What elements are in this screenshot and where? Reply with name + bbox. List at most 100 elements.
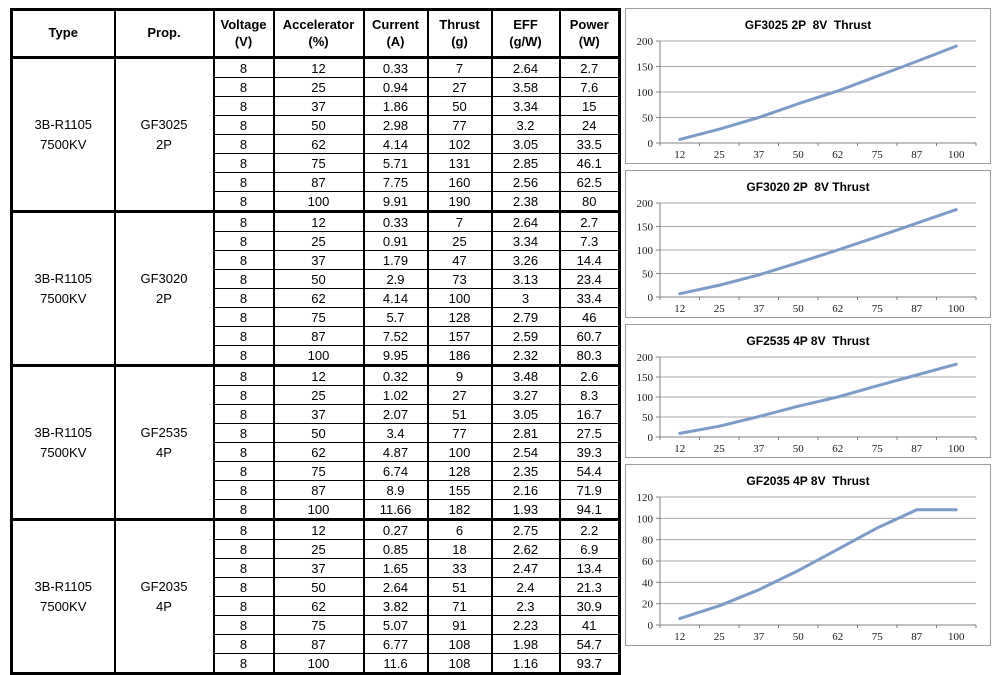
- accelerator-cell: 100: [272, 499, 365, 520]
- power-cell: 33.5: [558, 134, 621, 154]
- thrust-cell: 7: [426, 56, 493, 78]
- accelerator-cell: 87: [272, 634, 365, 654]
- accelerator-cell: 75: [272, 307, 365, 327]
- column-header-type: Type: [10, 8, 116, 59]
- eff-cell: 2.47: [490, 558, 561, 578]
- column-header-label: Thrust: [439, 16, 480, 32]
- current-cell: 11.6: [362, 653, 429, 674]
- type-cell-line: 7500KV: [40, 136, 87, 152]
- x-tick-label: 25: [714, 443, 726, 455]
- table-row: 8 100 9.95 186 2.32 80.3: [12, 345, 621, 366]
- power-cell: 7.3: [558, 231, 621, 251]
- voltage-cell: 8: [212, 539, 275, 559]
- thrust-cell: 160: [426, 172, 493, 192]
- voltage-cell: 8: [212, 134, 275, 154]
- column-header-label: EFF: [513, 16, 538, 32]
- y-tick-label: 100: [637, 513, 654, 525]
- power-cell: 15: [558, 96, 621, 116]
- type-cell-line: 7500KV: [40, 598, 87, 614]
- voltage-cell: 8: [212, 480, 275, 500]
- accelerator-cell: 12: [272, 364, 365, 386]
- current-cell: 0.85: [362, 539, 429, 559]
- thrust-cell: 100: [426, 288, 493, 308]
- y-tick-label: 150: [637, 222, 654, 234]
- eff-cell: 3: [490, 288, 561, 308]
- column-header-power: Power (W): [558, 8, 621, 59]
- x-tick-label: 87: [911, 631, 923, 643]
- voltage-cell: 8: [212, 442, 275, 462]
- current-cell: 0.91: [362, 231, 429, 251]
- accelerator-cell: 50: [272, 269, 365, 289]
- current-cell: 8.9: [362, 480, 429, 500]
- column-header-unit: (W): [578, 33, 600, 49]
- accelerator-cell: 37: [272, 250, 365, 270]
- x-tick-label: 12: [674, 149, 685, 161]
- power-cell: 71.9: [558, 480, 621, 500]
- x-tick-label: 12: [674, 303, 685, 315]
- current-cell: 1.79: [362, 250, 429, 270]
- current-cell: 1.65: [362, 558, 429, 578]
- power-cell: 24: [558, 115, 621, 135]
- table-row: 8 100 9.91 190 2.38 80: [12, 191, 621, 212]
- current-cell: 5.71: [362, 153, 429, 173]
- x-tick-label: 62: [832, 443, 843, 455]
- eff-cell: 2.3: [490, 596, 561, 616]
- accelerator-cell: 62: [272, 288, 365, 308]
- thrust-cell: 186: [426, 345, 493, 366]
- spec-table: Type Prop. Voltage (V) Accelerator (%) Current…: [10, 8, 621, 675]
- x-tick-label: 12: [674, 631, 685, 643]
- power-cell: 62.5: [558, 172, 621, 192]
- table-row: 8 100 11.66 182 1.93 94.1: [12, 499, 621, 520]
- chart-panel-gf3020-2p: GF3020 2P 8V Thrust 0 50 100 150 200 12 25 37 50 6…: [625, 170, 991, 318]
- current-cell: 5.07: [362, 615, 429, 635]
- accelerator-cell: 50: [272, 115, 365, 135]
- accelerator-cell: 25: [272, 385, 365, 405]
- thrust-cell: 100: [426, 442, 493, 462]
- accelerator-cell: 37: [272, 558, 365, 578]
- accelerator-cell: 25: [272, 77, 365, 97]
- eff-cell: 3.05: [490, 134, 561, 154]
- thrust-cell: 9: [426, 364, 493, 386]
- voltage-cell: 8: [212, 385, 275, 405]
- power-cell: 8.3: [558, 385, 621, 405]
- eff-cell: 1.93: [490, 499, 561, 520]
- voltage-cell: 8: [212, 210, 275, 232]
- eff-cell: 2.64: [490, 210, 561, 232]
- x-tick-label: 75: [872, 443, 884, 455]
- eff-cell: 2.81: [490, 423, 561, 443]
- thrust-cell: 155: [426, 480, 493, 500]
- eff-cell: 3.58: [490, 77, 561, 97]
- thrust-cell: 27: [426, 77, 493, 97]
- x-tick-label: 50: [793, 443, 805, 455]
- power-cell: 27.5: [558, 423, 621, 443]
- y-tick-label: 20: [642, 599, 654, 611]
- table-row: 8 62 4.14 100 3 33.4: [12, 288, 621, 308]
- thrust-cell: 18: [426, 539, 493, 559]
- x-tick-label: 25: [714, 303, 726, 315]
- table-row: 8 25 1.02 27 3.27 8.3: [12, 385, 621, 405]
- power-cell: 6.9: [558, 539, 621, 559]
- table-row: 3B-R1105 7500KV GF2535 4P 8 12 0.32 9 3.48 2.6: [10, 364, 621, 520]
- current-cell: 2.9: [362, 269, 429, 289]
- y-tick-label: 100: [637, 392, 654, 404]
- voltage-cell: 8: [212, 269, 275, 289]
- voltage-cell: 8: [212, 172, 275, 192]
- column-header-prop: Prop.: [113, 8, 215, 59]
- current-cell: 0.32: [362, 364, 429, 386]
- accelerator-cell: 50: [272, 577, 365, 597]
- chart-title: GF3020 2P 8V Thrust: [746, 180, 870, 194]
- voltage-cell: 8: [212, 634, 275, 654]
- voltage-cell: 8: [212, 96, 275, 116]
- voltage-cell: 8: [212, 191, 275, 212]
- eff-cell: 3.2: [490, 115, 561, 135]
- table-row: 8 50 2.9 73 3.13 23.4: [12, 269, 621, 289]
- power-cell: 94.1: [558, 499, 621, 520]
- accelerator-cell: 87: [272, 480, 365, 500]
- voltage-cell: 8: [212, 231, 275, 251]
- power-cell: 30.9: [558, 596, 621, 616]
- table-row: 8 50 2.98 77 3.2 24: [12, 115, 621, 135]
- accelerator-cell: 62: [272, 442, 365, 462]
- thrust-chart-svg: 0 20 40 60 80 100 120 12 25 37 50 62 75 87 100: [637, 493, 977, 643]
- thrust-cell: 77: [426, 423, 493, 443]
- power-cell: 16.7: [558, 404, 621, 424]
